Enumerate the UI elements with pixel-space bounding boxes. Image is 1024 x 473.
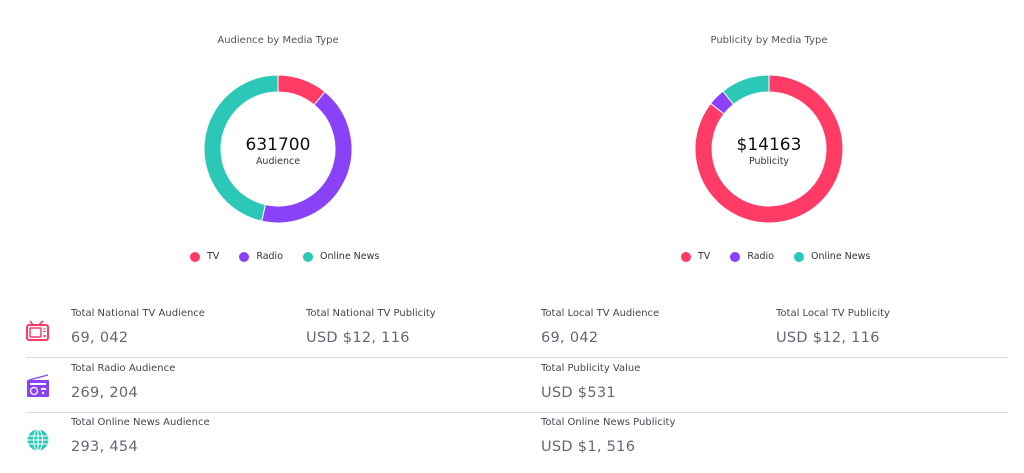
donut-charts: [203, 74, 844, 224]
stat-value: 69, 042: [541, 330, 599, 346]
legend: TV Radio Online News: [681, 251, 890, 262]
divider: [26, 357, 1008, 358]
legend-dot: [681, 251, 691, 262]
legend-item-radio[interactable]: Radio: [239, 251, 283, 262]
stat-value: USD $1, 516: [541, 439, 636, 455]
stat-label: Total Local TV Publicity: [776, 308, 890, 319]
legend-label: Radio: [256, 251, 284, 262]
stat-label: Total National TV Audience: [71, 308, 205, 319]
legend-dot: [730, 251, 741, 262]
center-value: $14163: [736, 135, 802, 155]
center-value: 631700: [245, 135, 311, 155]
center-label: Publicity: [748, 156, 790, 167]
legend-item-tv[interactable]: TV: [190, 251, 219, 262]
stat-value: USD $12, 116: [776, 330, 880, 346]
legend-item-radio[interactable]: Radio: [730, 251, 774, 262]
legend: TV Radio Online News: [190, 251, 399, 262]
chart-title: Audience by Media Type: [217, 35, 339, 46]
stat-label: Total Radio Audience: [71, 363, 176, 374]
legend-dot: [303, 251, 314, 262]
donut-slice-online-news[interactable]: [203, 74, 279, 222]
legend-item-online-news[interactable]: Online News: [794, 251, 870, 262]
legend-dot: [190, 251, 200, 262]
stat-label: Total National TV Publicity: [306, 308, 436, 319]
stat-value: USD $531: [541, 385, 616, 401]
stat-value: 269, 204: [71, 385, 138, 401]
globe-icon: [27, 428, 49, 452]
legend-label: TV: [207, 251, 220, 262]
legend-dot: [239, 251, 250, 262]
tv-icon: [26, 320, 49, 341]
stat-value: 293, 454: [71, 439, 138, 455]
stat-value: 69, 042: [71, 330, 129, 346]
donut-slice-online-news[interactable]: [722, 74, 770, 106]
legend-item-tv[interactable]: TV: [681, 251, 710, 262]
stat-label: Total Online News Audience: [71, 417, 210, 428]
stat-value: USD $12, 116: [306, 330, 410, 346]
stat-label: Total Local TV Audience: [541, 308, 660, 319]
legend-label: TV: [698, 251, 711, 262]
divider: [26, 412, 1008, 413]
legend-label: Online News: [320, 251, 380, 262]
legend-label: Radio: [747, 251, 775, 262]
donut-slice-tv[interactable]: [694, 74, 844, 224]
radio-icon: [27, 374, 49, 397]
legend-label: Online News: [811, 251, 871, 262]
legend-item-online-news[interactable]: Online News: [303, 251, 379, 262]
chart-title: Publicity by Media Type: [710, 35, 828, 46]
center-label: Audience: [255, 156, 301, 167]
stat-label: Total Online News Publicity: [541, 417, 676, 428]
stat-label: Total Publicity Value: [541, 363, 641, 374]
legend-dot: [794, 251, 805, 262]
